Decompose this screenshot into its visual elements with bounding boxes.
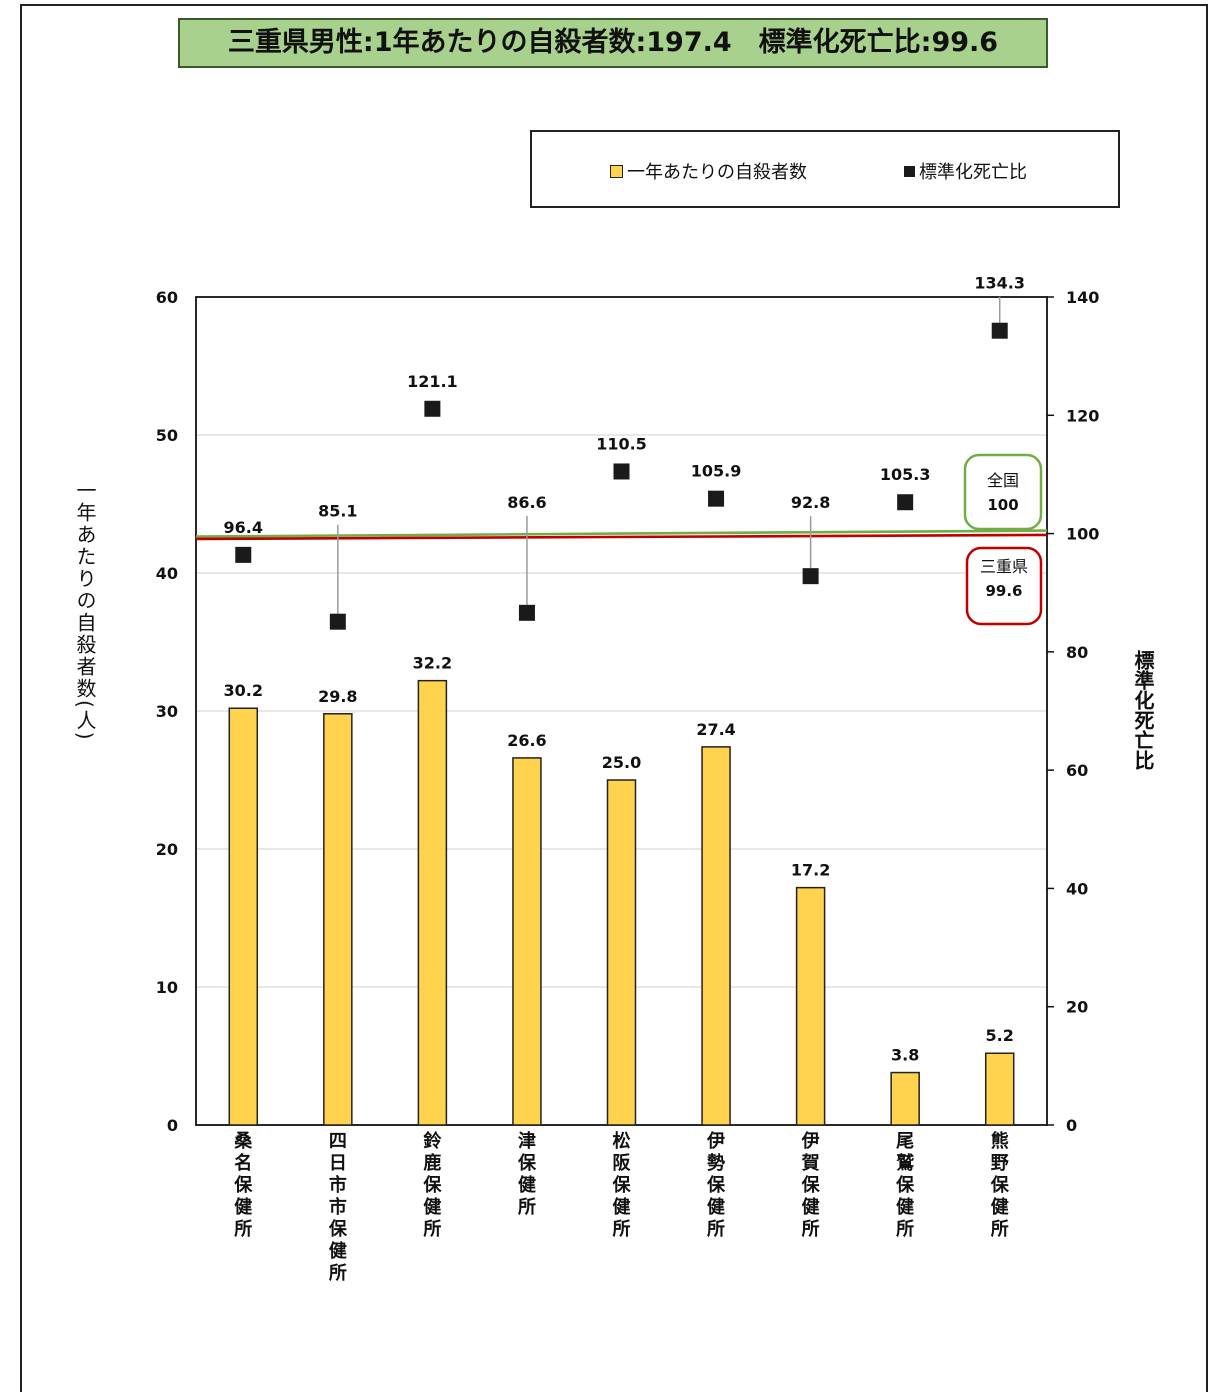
x-category-label: 伊勢保健所: [706, 1130, 726, 1240]
y-right-tick-label: 80: [1066, 643, 1088, 662]
x-category-label: 松阪保健所: [612, 1130, 632, 1240]
national-callout-value: 100: [987, 496, 1018, 514]
smr-value-label: 96.4: [224, 518, 263, 537]
smr-value-label: 134.3: [974, 274, 1025, 293]
y-right-tick-label: 0: [1066, 1116, 1077, 1135]
bar: [418, 681, 446, 1125]
bar-value-label: 29.8: [318, 687, 357, 706]
bar: [797, 888, 825, 1125]
smr-marker: [803, 568, 819, 584]
bar-value-label: 5.2: [986, 1026, 1014, 1045]
y-right-tick-label: 100: [1066, 525, 1099, 544]
y-left-tick-label: 60: [156, 288, 178, 307]
bar-value-label: 32.2: [413, 654, 452, 673]
smr-marker: [897, 494, 913, 510]
smr-value-label: 105.9: [691, 462, 742, 481]
smr-marker: [992, 323, 1008, 339]
bar-value-label: 17.2: [791, 861, 830, 880]
smr-marker: [330, 614, 346, 630]
bar: [891, 1073, 919, 1125]
smr-value-label: 92.8: [791, 493, 830, 512]
bar: [324, 714, 352, 1125]
bar-value-label: 30.2: [224, 681, 263, 700]
bar: [513, 758, 541, 1125]
x-category-label: 尾鷲保健所: [895, 1131, 915, 1240]
smr-value-label: 121.1: [407, 372, 458, 391]
national-callout-label: 全国: [987, 471, 1019, 490]
x-category-label: 桑名保健所: [233, 1131, 253, 1240]
y-right-tick-label: 60: [1066, 761, 1088, 780]
x-category-label: 伊賀保健所: [801, 1130, 821, 1240]
y-right-tick-label: 140: [1066, 288, 1099, 307]
y-right-tick-label: 20: [1066, 998, 1088, 1017]
smr-value-label: 85.1: [318, 502, 357, 521]
smr-marker: [519, 605, 535, 621]
bar-value-label: 25.0: [602, 753, 641, 772]
y-right-tick-label: 120: [1066, 406, 1099, 425]
smr-marker: [235, 547, 251, 563]
x-category-label: 津保健所: [517, 1130, 537, 1218]
bar: [986, 1053, 1014, 1125]
y-left-tick-label: 50: [156, 426, 178, 445]
bar-value-label: 27.4: [696, 720, 735, 739]
y-left-tick-label: 10: [156, 978, 178, 997]
smr-value-label: 86.6: [507, 493, 546, 512]
bar: [229, 708, 257, 1125]
bar-value-label: 26.6: [507, 731, 546, 750]
y-left-tick-label: 0: [167, 1116, 178, 1135]
smr-value-label: 110.5: [596, 434, 647, 453]
prefecture-callout-label: 三重県: [980, 557, 1028, 576]
x-category-label: 鈴鹿保健所: [422, 1130, 442, 1240]
smr-marker: [614, 463, 630, 479]
smr-value-label: 105.3: [880, 465, 931, 484]
x-category-label: 熊野保健所: [990, 1130, 1010, 1240]
y-left-tick-label: 30: [156, 702, 178, 721]
prefecture-callout-value: 99.6: [985, 582, 1022, 600]
x-category-label: 四日市市保健所: [328, 1131, 348, 1284]
y-left-tick-label: 20: [156, 840, 178, 859]
y-right-tick-label: 40: [1066, 879, 1088, 898]
national-callout-box: [965, 455, 1041, 529]
smr-marker: [424, 401, 440, 417]
smr-marker: [708, 491, 724, 507]
bar: [608, 780, 636, 1125]
y-left-tick-label: 40: [156, 564, 178, 583]
bar: [702, 747, 730, 1125]
bar-value-label: 3.8: [891, 1046, 919, 1065]
